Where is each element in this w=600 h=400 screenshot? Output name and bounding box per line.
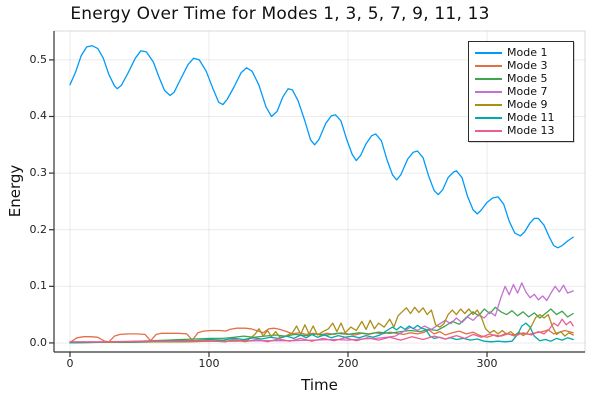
legend-item-mode-7: Mode 7 [475, 85, 567, 98]
series-line-mode-13 [69, 318, 574, 343]
legend-item-mode-11: Mode 11 [475, 111, 567, 124]
legend-label: Mode 3 [507, 59, 548, 72]
legend-item-mode-3: Mode 3 [475, 59, 567, 72]
legend-line-sample [475, 129, 502, 132]
x-axis-label: Time [301, 376, 338, 394]
legend-line-sample [475, 51, 502, 54]
legend-label: Mode 5 [507, 72, 548, 85]
y-axis-label: Energy [6, 164, 24, 218]
legend-line-sample [475, 64, 502, 67]
legend-label: Mode 7 [507, 85, 548, 98]
legend-label: Mode 13 [507, 124, 555, 137]
legend-line-sample [475, 77, 502, 80]
y-tick-label-2: 0.2 [29, 222, 48, 236]
series-line-mode-5 [69, 306, 574, 344]
legend-label: Mode 1 [507, 46, 548, 59]
x-tick-label-2: 200 [337, 357, 359, 370]
y-tick-label-3: 0.3 [29, 166, 48, 180]
legend-item-mode-5: Mode 5 [475, 72, 567, 85]
legend-label: Mode 11 [507, 111, 555, 124]
chart-title: Energy Over Time for Modes 1, 3, 5, 7, 9… [70, 4, 490, 24]
y-tick-label-1: 0.1 [29, 279, 48, 293]
legend-item-mode-9: Mode 9 [475, 98, 567, 111]
series-line-mode-9 [69, 306, 574, 344]
series-line-mode-1 [69, 45, 574, 249]
x-tick-label-1: 100 [198, 357, 220, 370]
y-tick-label-0: 0.0 [29, 335, 48, 349]
x-tick-label-3: 300 [476, 357, 498, 370]
series-line-mode-7 [69, 282, 574, 344]
y-tick-label-5: 0.5 [29, 52, 48, 66]
x-tick-label-0: 0 [66, 357, 74, 370]
legend-box: Mode 1 Mode 3 Mode 5 Mode 7 Mode 9 Mode … [468, 41, 574, 142]
legend-line-sample [475, 116, 502, 119]
y-tick-label-4: 0.4 [29, 109, 48, 123]
legend-line-sample [475, 103, 502, 106]
legend-item-mode-1: Mode 1 [475, 46, 567, 59]
legend-item-mode-13: Mode 13 [475, 124, 567, 137]
series-line-mode-3 [69, 327, 574, 344]
legend-label: Mode 9 [507, 98, 548, 111]
series-line-mode-11 [69, 322, 574, 344]
legend-line-sample [475, 90, 502, 93]
